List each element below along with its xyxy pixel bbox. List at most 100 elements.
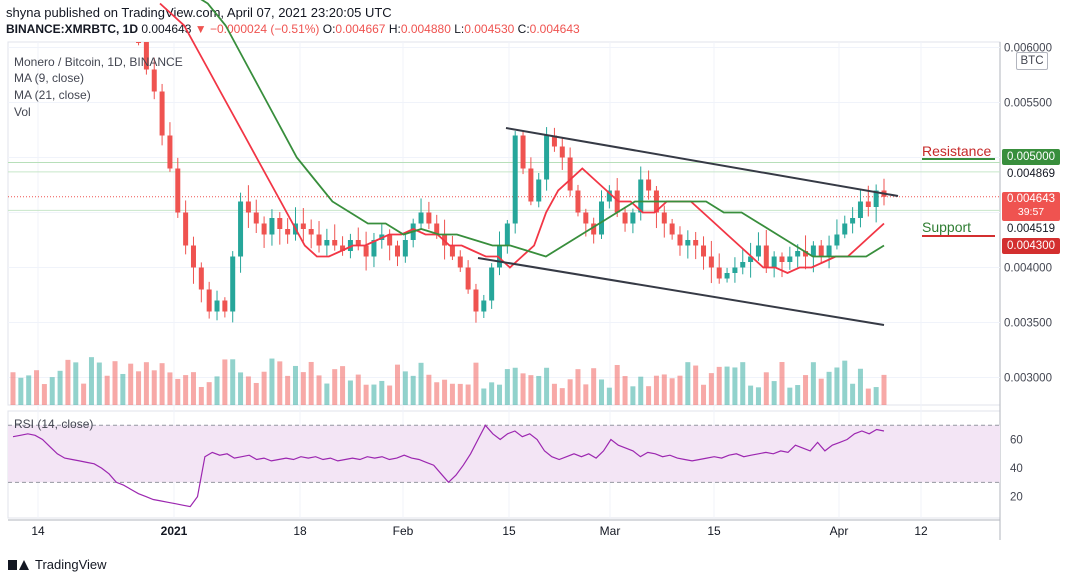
candle-body xyxy=(850,218,856,224)
candle-body xyxy=(638,179,644,213)
candle-body xyxy=(591,223,597,235)
price-tick-label: 0.003000 xyxy=(1004,373,1052,385)
channel-upper-trendline xyxy=(505,127,899,197)
candle-body xyxy=(818,245,824,257)
close-value: 0.004643 xyxy=(529,22,580,36)
volume-bar xyxy=(473,362,479,405)
volume-bar xyxy=(230,359,236,405)
candle-body xyxy=(285,229,291,235)
last-price-badge: 0.004643 39:57 xyxy=(1002,192,1060,221)
candle-body xyxy=(544,135,550,180)
volume-bar xyxy=(685,362,691,405)
brand-name: TradingView xyxy=(35,557,107,572)
high-label: H: xyxy=(388,22,401,36)
candle-body xyxy=(748,256,754,262)
candle-body xyxy=(261,223,267,235)
price-tick-label: 0.003500 xyxy=(1004,318,1052,330)
volume-bar xyxy=(394,364,400,405)
volume-bar xyxy=(653,375,659,405)
volume-bar xyxy=(332,369,338,405)
legend-ma9[interactable]: MA (9, close) xyxy=(14,71,85,85)
tradingview-logo[interactable]: TradingView xyxy=(8,557,107,572)
legend-vol[interactable]: Vol xyxy=(14,105,31,119)
candle-body xyxy=(167,135,173,169)
volume-bar xyxy=(512,367,518,405)
candle-body xyxy=(238,201,244,257)
candle-body xyxy=(763,245,769,268)
legend-rsi[interactable]: RSI (14, close) xyxy=(14,417,94,431)
candle-body xyxy=(834,234,840,246)
candle-body xyxy=(449,245,455,257)
volume-bar xyxy=(316,375,322,405)
volume-bar xyxy=(340,366,346,405)
legend-title[interactable]: Monero / Bitcoin, 1D, BINANCE xyxy=(14,55,183,69)
price-change: −0.000024 (−0.51%) xyxy=(209,22,320,36)
candle-body xyxy=(677,234,683,246)
volume-bar xyxy=(434,382,440,405)
volume-bar xyxy=(206,382,212,405)
candle-body xyxy=(622,212,628,224)
volume-bar xyxy=(34,370,40,405)
candle-body xyxy=(426,212,432,224)
volume-bar xyxy=(559,388,565,405)
volume-bar xyxy=(606,387,612,405)
candle-body xyxy=(324,240,330,246)
volume-bar xyxy=(183,375,189,405)
currency-badge[interactable]: BTC xyxy=(1016,52,1048,70)
candle-body xyxy=(567,157,573,191)
volume-bar xyxy=(245,376,251,405)
volume-bar xyxy=(591,368,597,405)
candle-body xyxy=(332,240,338,246)
volume-bar xyxy=(497,384,503,405)
price-tick-label: 0.005500 xyxy=(1004,98,1052,110)
candle-body xyxy=(465,267,471,290)
candle-body xyxy=(701,245,707,257)
time-tick-label: 15 xyxy=(502,524,516,538)
volume-bar xyxy=(292,365,298,405)
volume-bar xyxy=(528,375,534,405)
volume-bar xyxy=(347,380,353,405)
symbol-name[interactable]: BINANCE:XMRBTC, 1D xyxy=(6,22,138,36)
volume-bar xyxy=(159,363,165,405)
candle-body xyxy=(512,135,518,224)
open-value: 0.004667 xyxy=(335,22,386,36)
last-price: 0.004643 xyxy=(141,22,192,36)
volume-bar xyxy=(88,357,94,405)
candle-body xyxy=(457,256,463,268)
volume-bar xyxy=(81,383,87,405)
support-price-badge: 0.004300 xyxy=(1002,238,1060,254)
volume-bar xyxy=(567,379,573,405)
volume-bar xyxy=(190,372,196,405)
volume-bar xyxy=(536,375,542,405)
volume-bar xyxy=(198,386,204,405)
candle-body xyxy=(583,212,589,224)
volume-bar xyxy=(324,383,330,405)
volume-bar xyxy=(308,361,314,405)
volume-bar xyxy=(677,375,683,405)
volume-bar xyxy=(857,368,863,405)
candle-body xyxy=(253,212,259,224)
high-price-badge: 0.004869 xyxy=(1002,166,1060,182)
volume-bar xyxy=(363,384,369,405)
candle-body xyxy=(159,91,165,136)
candle-body xyxy=(300,223,306,229)
candle-body xyxy=(245,201,251,213)
time-tick-label: Mar xyxy=(600,524,621,538)
volume-bar xyxy=(112,361,118,405)
legend-ma21[interactable]: MA (21, close) xyxy=(14,88,91,102)
candle-body xyxy=(708,256,714,268)
candle-body xyxy=(434,223,440,235)
candle-body xyxy=(803,251,809,257)
candle-body xyxy=(771,256,777,268)
volume-bar xyxy=(661,374,667,405)
candle-body xyxy=(316,234,322,246)
channel-lower-trendline xyxy=(477,257,885,326)
volume-bar xyxy=(253,382,259,405)
volume-bar xyxy=(410,375,416,405)
candle-body xyxy=(732,267,738,273)
candle-body xyxy=(630,212,636,224)
volume-bar xyxy=(355,374,361,405)
ma9-line xyxy=(159,2,885,274)
candle-body xyxy=(575,190,581,213)
